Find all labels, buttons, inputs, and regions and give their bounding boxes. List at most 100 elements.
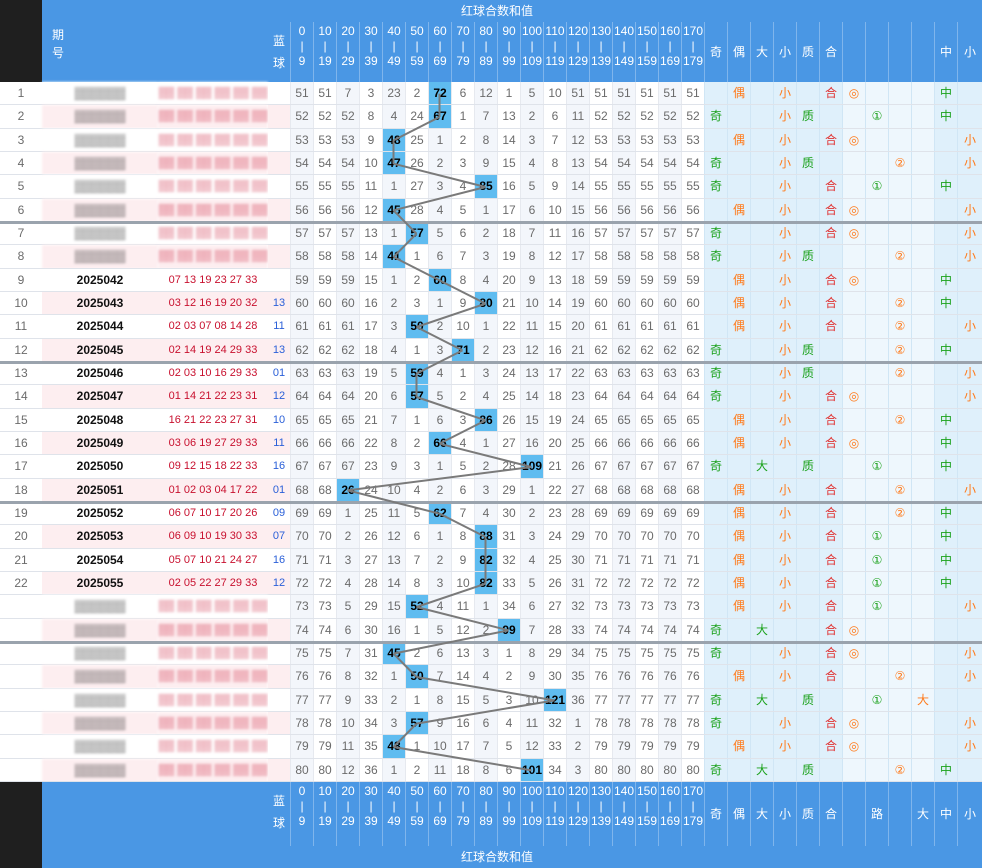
sum-range-cell: 65 — [635, 408, 658, 432]
sum-range-cell: 58 — [290, 245, 313, 269]
stat-mark-cell — [911, 268, 934, 292]
sum-range-cell: 18 — [543, 385, 566, 409]
sum-range-cell: 34 — [359, 712, 382, 736]
row-divider — [0, 197, 982, 199]
sum-range-cell: 9 — [336, 688, 359, 712]
stat-mark-cell — [796, 292, 819, 316]
sum-range-cell: 59 — [589, 268, 612, 292]
sum-range-cell: 18 — [497, 222, 520, 246]
blue-cell — [268, 175, 290, 199]
period-cell: 2025047 — [42, 385, 158, 409]
reds-cell: ▒▒ ▒▒ ▒▒ ▒▒ ▒▒ ▒▒ — [158, 595, 268, 619]
stat-mark-cell: ② — [888, 152, 911, 176]
range-start: 30 — [364, 24, 378, 38]
blue-cell — [268, 82, 290, 106]
sum-range-cell: 52 — [313, 105, 336, 129]
reds-cell: 02 05 22 27 29 33 — [158, 572, 268, 596]
stat-mark-cell — [727, 712, 750, 736]
blue-cell: 11 — [268, 315, 290, 339]
sum-range-cell: 3 — [474, 478, 497, 502]
sum-hit-cell: 57 — [405, 385, 428, 409]
sum-range-cell: 73 — [612, 595, 635, 619]
sum-range-cell: 2 — [405, 82, 428, 106]
sum-range-cell: 56 — [658, 198, 681, 222]
sum-range-cell: 7 — [451, 502, 474, 526]
stat-mark-cell — [750, 82, 773, 106]
sum-range-cell: 19 — [566, 292, 589, 316]
stat-mark-cell — [865, 618, 888, 642]
sum-range-cell: 75 — [658, 642, 681, 666]
row-number: 10 — [0, 292, 42, 316]
sum-range-cell: 30 — [543, 665, 566, 689]
sum-range-cell: 64 — [589, 385, 612, 409]
stat-mark-cell — [796, 198, 819, 222]
sum-range-cell: 6 — [451, 222, 474, 246]
sum-range-cell: 3 — [382, 712, 405, 736]
sum-range-cell: 3 — [405, 455, 428, 479]
blue-cell — [268, 128, 290, 152]
stat-mark-cell — [704, 292, 727, 316]
stat-mark-cell — [934, 642, 957, 666]
sum-range-cell: 4 — [497, 712, 520, 736]
sum-hit-cell: 72 — [428, 82, 451, 106]
sum-range-cell: 74 — [635, 618, 658, 642]
period-cell: ▒▒▒▒▒▒ — [42, 175, 158, 199]
sum-range-cell: 79 — [589, 735, 612, 759]
stat-mark-cell — [750, 408, 773, 432]
sum-range-cell: 10 — [336, 712, 359, 736]
stat-mark-cell — [842, 175, 865, 199]
reds-cell: 02 03 10 16 29 33 — [158, 362, 268, 386]
sum-hit-cell: 99 — [497, 618, 520, 642]
stat-mark-cell — [934, 385, 957, 409]
reds-cell: ▒▒ ▒▒ ▒▒ ▒▒ ▒▒ ▒▒ — [158, 712, 268, 736]
sum-range-cell: 3 — [405, 292, 428, 316]
sum-hit-cell: 109 — [520, 455, 543, 479]
sum-range-cell: 72 — [612, 572, 635, 596]
sum-range-cell: 8 — [405, 572, 428, 596]
sum-range-cell: 8 — [474, 758, 497, 782]
sum-range-cell: 72 — [589, 572, 612, 596]
sum-range-cell: 53 — [681, 128, 704, 152]
sum-range-cell: 15 — [497, 152, 520, 176]
sum-range-cell: 80 — [290, 758, 313, 782]
range-header: 130 | 139 — [589, 22, 612, 82]
group-separator — [0, 500, 982, 504]
stat-mark-cell — [911, 455, 934, 479]
corner-block — [0, 0, 42, 82]
sum-range-cell: 1 — [497, 642, 520, 666]
sum-range-cell: 21 — [497, 292, 520, 316]
stat-mark-cell — [819, 455, 842, 479]
sum-range-cell: 77 — [290, 688, 313, 712]
stat-mark-cell: 中 — [934, 548, 957, 572]
stat-mark-cell: 中 — [934, 82, 957, 106]
sum-range-cell: 16 — [451, 712, 474, 736]
sum-hit-cell: 45 — [382, 642, 405, 666]
sum-range-cell: 9 — [382, 455, 405, 479]
reds-cell: ▒▒ ▒▒ ▒▒ ▒▒ ▒▒ ▒▒ — [158, 758, 268, 782]
stat-mark-cell: 大 — [750, 455, 773, 479]
sum-range-cell: 28 — [566, 502, 589, 526]
stat-mark-cell — [727, 175, 750, 199]
sum-range-cell: 60 — [290, 292, 313, 316]
range-sep: | — [323, 39, 327, 53]
sum-range-cell: 15 — [566, 198, 589, 222]
sum-range-cell: 2 — [382, 292, 405, 316]
stat-mark-cell — [842, 595, 865, 619]
sum-range-cell: 77 — [658, 688, 681, 712]
sum-range-cell: 5 — [451, 198, 474, 222]
stat-mark-cell — [911, 735, 934, 759]
sum-range-cell: 5 — [520, 82, 543, 106]
reds-cell: 02 03 07 08 14 28 — [158, 315, 268, 339]
range-footer: 100 | 109 — [520, 782, 543, 846]
sum-range-cell: 12 — [543, 245, 566, 269]
reds-cell: ▒▒ ▒▒ ▒▒ ▒▒ ▒▒ ▒▒ — [158, 222, 268, 246]
sum-range-cell: 14 — [451, 665, 474, 689]
stat-mark-cell: ◎ — [842, 642, 865, 666]
row-divider — [0, 547, 982, 549]
stat-mark-cell: ② — [888, 245, 911, 269]
stat-mark-cell — [773, 455, 796, 479]
row-divider — [0, 314, 982, 316]
stat-mark-cell — [888, 618, 911, 642]
stat-mark-cell — [865, 385, 888, 409]
stat-mark-cell: 质 — [796, 338, 819, 362]
